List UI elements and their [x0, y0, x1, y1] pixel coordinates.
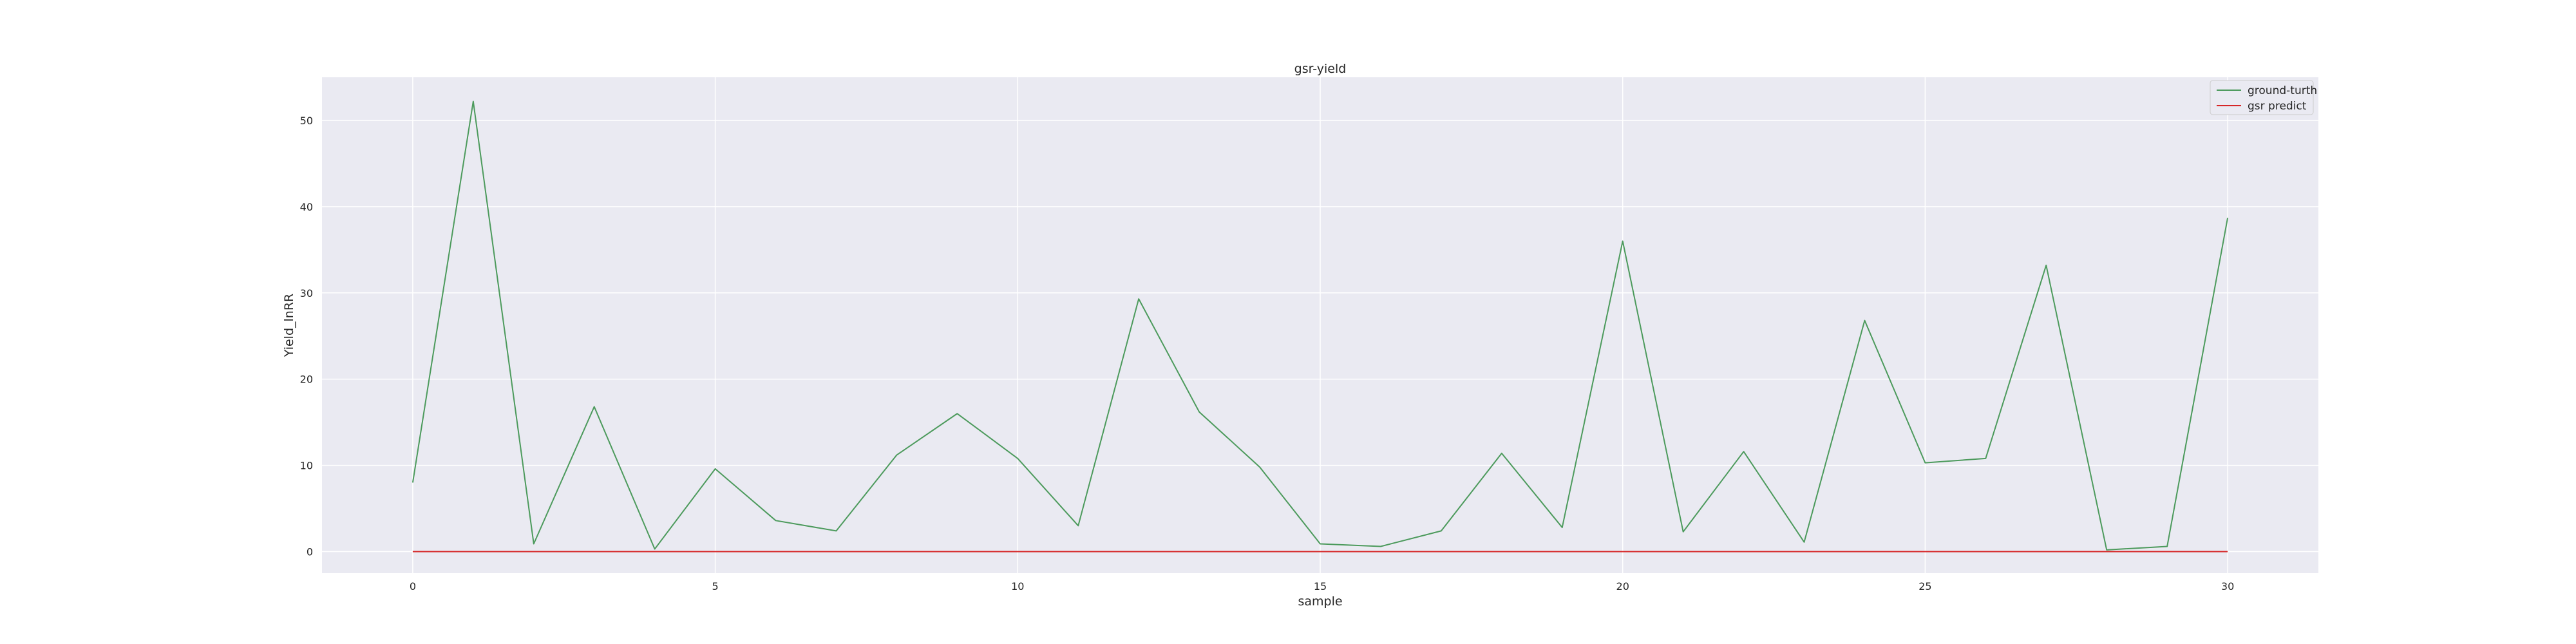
- x-tick-label: 10: [1011, 580, 1024, 592]
- y-tick-label: 0: [307, 546, 313, 558]
- chart-title: gsr-yield: [1294, 62, 1347, 76]
- x-tick-label: 20: [1616, 580, 1629, 592]
- legend-label-gsr-predict: gsr predict: [2248, 100, 2307, 113]
- x-tick-label: 15: [1314, 580, 1327, 592]
- y-tick-label: 40: [300, 201, 313, 213]
- y-tick-label: 20: [300, 374, 313, 386]
- y-tick-label: 50: [300, 115, 313, 127]
- series-line-ground-turth: [412, 100, 2229, 551]
- y-tick-labels: 0 10 20 30 40 50: [300, 115, 313, 558]
- x-tick-labels: 0 5 10 15 20 25 30: [410, 580, 2234, 592]
- x-tick-label: 25: [1918, 580, 1931, 592]
- y-axis-label: Yield_lnRR: [282, 294, 296, 357]
- legend: ground-turth gsr predict: [2210, 80, 2317, 115]
- legend-label-ground-turth: ground-turth: [2248, 84, 2317, 97]
- series-lines: [412, 100, 2229, 553]
- x-tick-label: 5: [712, 580, 719, 592]
- x-tick-label: 0: [410, 580, 416, 592]
- x-tick-label: 30: [2221, 580, 2234, 592]
- y-tick-label: 10: [300, 460, 313, 472]
- x-axis-label: sample: [1298, 594, 1342, 609]
- y-tick-label: 30: [300, 287, 313, 299]
